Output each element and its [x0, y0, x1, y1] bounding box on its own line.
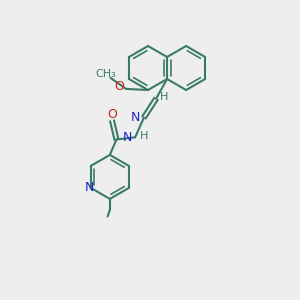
Text: N: N [123, 131, 132, 144]
Text: O: O [107, 108, 117, 121]
Text: O: O [114, 80, 124, 93]
Text: N: N [130, 111, 140, 124]
Text: CH₃: CH₃ [95, 69, 116, 79]
Text: N: N [85, 182, 94, 194]
Text: H: H [140, 131, 148, 141]
Text: H: H [160, 92, 168, 102]
